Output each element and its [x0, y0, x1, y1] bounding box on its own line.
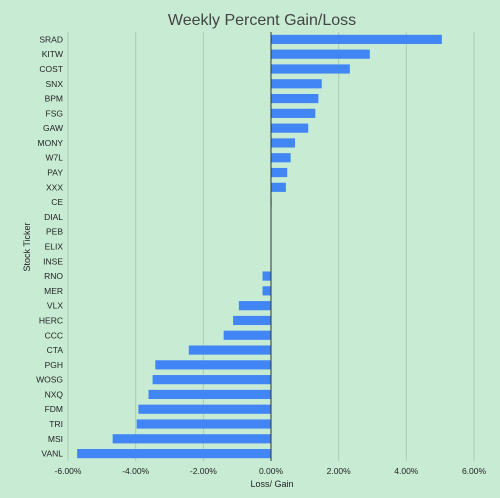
category-label: TRI: [49, 419, 63, 429]
x-tick-label: 4.00%: [394, 466, 419, 476]
bars: [77, 34, 442, 459]
bar-mony: [271, 138, 296, 148]
category-label: VLX: [47, 301, 63, 311]
chart-title: Weekly Percent Gain/Loss: [168, 12, 356, 29]
category-label: VANL: [41, 449, 63, 459]
bar-tri: [136, 419, 271, 429]
category-label: FDM: [45, 404, 63, 414]
bar-vanl: [77, 449, 271, 459]
category-label: GAW: [43, 123, 63, 133]
category-label: MONY: [38, 138, 64, 148]
gridlines: [67, 32, 475, 461]
x-axis-title: Loss/ Gain: [250, 479, 293, 489]
category-label: PGH: [45, 360, 63, 370]
bar-ccc: [223, 330, 271, 340]
x-tick-label: -2.00%: [190, 466, 217, 476]
category-label: RNO: [44, 271, 63, 281]
category-label: MSI: [48, 434, 63, 444]
bar-fsg: [271, 108, 316, 118]
category-label: WOSG: [36, 375, 63, 385]
bar-gaw: [271, 123, 309, 133]
category-label: HERC: [39, 315, 63, 325]
category-labels: SRAD KITW COST SNX BPM FSG GAW MONY W7L PAY XXX CE D…: [36, 34, 63, 458]
category-label: CE: [51, 197, 63, 207]
x-tick-label: -4.00%: [122, 466, 149, 476]
bar-xxx: [271, 182, 286, 192]
x-tick-label: 2.00%: [327, 466, 352, 476]
bar-herc: [233, 315, 271, 326]
bar-w7l: [271, 153, 291, 163]
bar-wosg: [152, 375, 271, 385]
category-label: PAY: [47, 168, 63, 178]
category-label: SRAD: [39, 34, 63, 44]
bar-bpm: [271, 93, 319, 104]
category-label: CTA: [47, 345, 64, 355]
category-label: PEB: [46, 227, 63, 237]
bar-srad: [271, 34, 442, 44]
category-label: XXX: [46, 182, 63, 192]
x-tick-label: 0.00%: [259, 466, 284, 476]
category-label: COST: [39, 64, 63, 74]
bar-pgh: [155, 360, 271, 370]
category-label: NXQ: [45, 389, 64, 399]
bar-kitw: [271, 49, 370, 59]
bar-nxq: [148, 389, 271, 400]
category-label: BPM: [45, 94, 63, 104]
bar-mer: [262, 286, 271, 296]
bar-vlx: [238, 301, 271, 311]
category-label: SNX: [46, 79, 64, 89]
bar-fdm: [138, 404, 271, 414]
y-axis-title: Stock Ticker: [22, 222, 32, 271]
category-label: FSG: [46, 108, 63, 118]
x-tick-label: -6.00%: [55, 466, 82, 476]
bar-msi: [112, 434, 271, 444]
bar-rno: [262, 271, 271, 281]
bar-snx: [271, 79, 322, 89]
category-label: W7L: [46, 153, 64, 163]
category-label: DIAL: [44, 212, 63, 222]
bar-cost: [271, 64, 350, 74]
category-label: ELIX: [45, 242, 64, 252]
bar-cta: [188, 345, 271, 355]
bar-pay: [271, 167, 288, 178]
category-label: INSE: [43, 256, 63, 266]
category-label: MER: [44, 286, 63, 296]
x-tick-labels: -6.00% -4.00% -2.00% 0.00% 2.00% 4.00% 6.00%: [55, 466, 487, 476]
category-label: CCC: [45, 330, 63, 340]
category-label: KITW: [42, 49, 63, 59]
x-tick-label: 6.00%: [462, 466, 487, 476]
